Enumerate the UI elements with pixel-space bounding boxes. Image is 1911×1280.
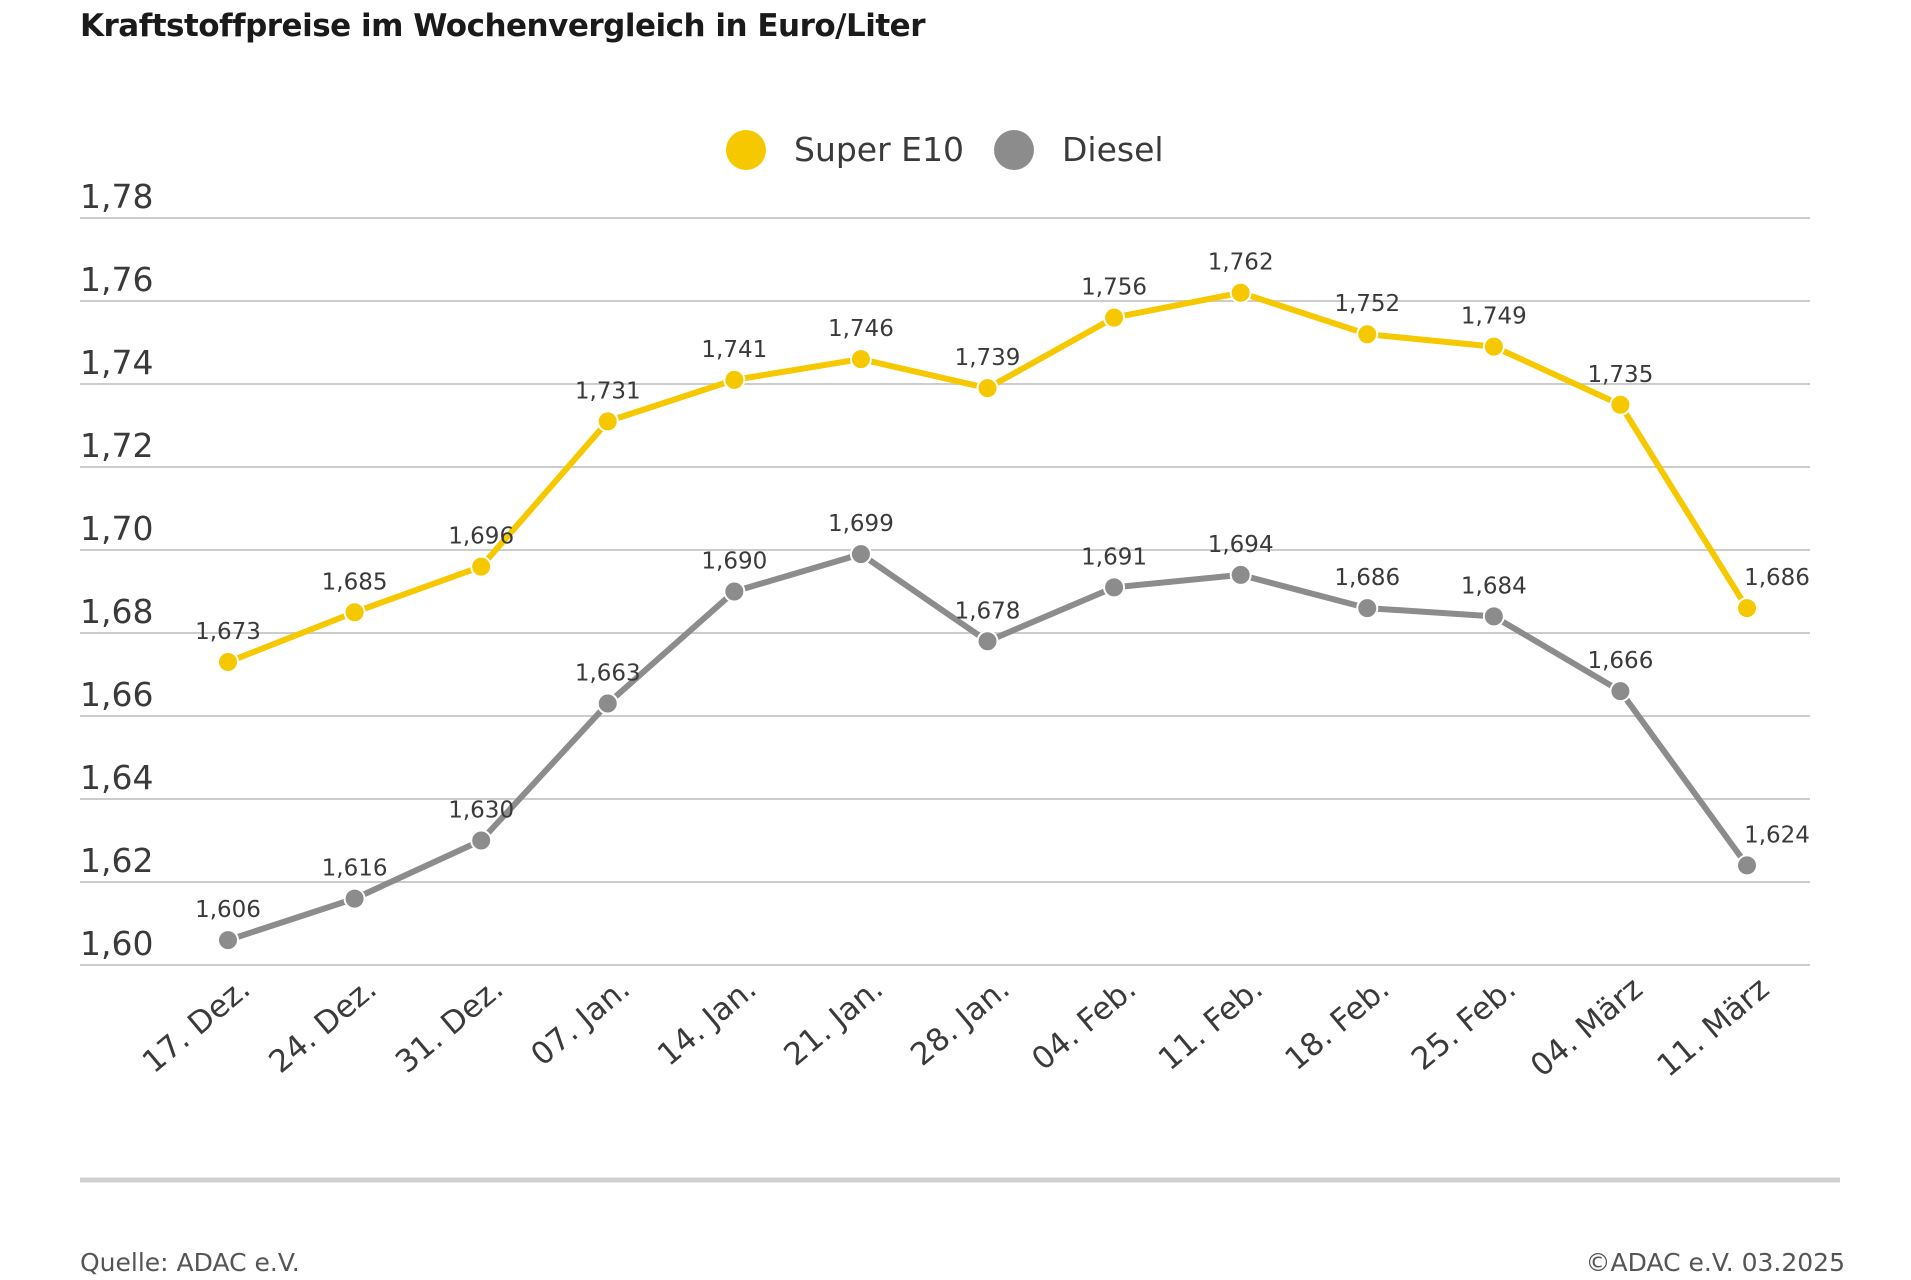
legend-marker-diesel — [994, 130, 1034, 170]
data-point — [849, 348, 872, 371]
data-label: 1,624 — [1744, 822, 1810, 848]
data-point — [470, 555, 493, 578]
y-tick-label: 1,66 — [80, 675, 153, 714]
x-tick-label: 04. März — [1524, 971, 1650, 1085]
data-label: 1,699 — [828, 511, 894, 537]
grid-lines — [80, 217, 1810, 966]
x-tick-label: 11. Feb. — [1152, 971, 1270, 1078]
y-tick-label: 1,60 — [80, 924, 153, 963]
data-label: 1,731 — [575, 378, 641, 404]
data-point — [1609, 393, 1632, 416]
data-label: 1,666 — [1587, 648, 1653, 674]
data-label: 1,684 — [1461, 573, 1527, 599]
data-point — [343, 887, 366, 910]
y-tick-label: 1,76 — [80, 260, 153, 299]
x-tick-label: 21. Jan. — [777, 971, 890, 1074]
data-label: 1,630 — [448, 798, 514, 824]
y-tick-label: 1,72 — [80, 426, 153, 465]
data-label: 1,696 — [448, 524, 514, 550]
data-point — [1229, 281, 1252, 304]
data-label: 1,741 — [701, 337, 767, 363]
x-tick-label: 04. Feb. — [1025, 971, 1143, 1078]
data-label: 1,752 — [1334, 291, 1400, 317]
series-diesel: 1,606 1,616 1,630 1,663 1,690 1,699 1,678 1,691… — [195, 511, 1810, 952]
y-tick-label: 1,68 — [80, 592, 153, 631]
data-point — [217, 651, 239, 674]
y-tick-label: 1,78 — [80, 177, 153, 216]
chart-title: Kraftstoffpreise im Wochenvergleich in E… — [80, 8, 926, 44]
copyright-note: ©ADAC e.V. 03.2025 — [1585, 1248, 1845, 1277]
x-tick-label: 17. Dez. — [136, 971, 257, 1081]
data-label: 1,739 — [955, 345, 1021, 371]
data-point — [217, 929, 239, 952]
data-label: 1,735 — [1587, 362, 1653, 388]
data-point — [1609, 680, 1632, 703]
data-label: 1,691 — [1081, 544, 1147, 570]
data-point — [596, 692, 619, 715]
data-label: 1,756 — [1081, 275, 1147, 301]
source-note: Quelle: ADAC e.V. — [80, 1248, 300, 1277]
x-tick-label: 25. Feb. — [1405, 971, 1523, 1078]
data-label: 1,663 — [575, 661, 641, 687]
x-tick-label: 28. Jan. — [904, 971, 1017, 1074]
data-point — [596, 410, 619, 433]
data-point — [1482, 335, 1505, 358]
data-label: 1,685 — [322, 569, 388, 595]
x-tick-label: 11. März — [1650, 971, 1776, 1085]
x-axis-ticks: 17. Dez. 24. Dez. 31. Dez. 07. Jan. 14. Jan.… — [136, 971, 1776, 1085]
data-point — [1229, 563, 1252, 586]
legend: Super E10 Diesel — [726, 130, 1164, 170]
data-point — [723, 368, 746, 391]
x-tick-label: 24. Dez. — [262, 971, 383, 1081]
data-label: 1,606 — [195, 897, 261, 923]
y-axis-ticks: 1,60 1,62 1,64 1,66 1,68 1,70 1,72 1,74 1,76 1,78 — [80, 177, 153, 963]
series-super-e10: 1,673 1,685 1,696 1,731 1,741 1,746 1,739 1,756… — [195, 250, 1810, 674]
data-label: 1,694 — [1208, 532, 1274, 558]
x-tick-label: 18. Feb. — [1278, 971, 1396, 1078]
data-label: 1,686 — [1334, 565, 1400, 591]
data-label: 1,746 — [828, 316, 894, 342]
data-point — [1356, 323, 1379, 346]
data-point — [849, 543, 872, 566]
data-point — [1103, 576, 1126, 599]
data-point — [343, 601, 366, 624]
data-point — [976, 377, 999, 400]
x-tick-label: 07. Jan. — [524, 971, 637, 1074]
data-label: 1,673 — [195, 619, 261, 645]
data-label: 1,690 — [701, 549, 767, 575]
y-tick-label: 1,62 — [80, 841, 153, 880]
legend-label-super-e10: Super E10 — [794, 130, 964, 169]
data-point — [976, 630, 999, 653]
y-tick-label: 1,74 — [80, 343, 153, 382]
y-tick-label: 1,64 — [80, 758, 153, 797]
data-point — [1736, 854, 1758, 877]
data-point — [1103, 306, 1126, 329]
series-layer: 1,673 1,685 1,696 1,731 1,741 1,746 1,739 1,756… — [195, 250, 1810, 952]
legend-label-diesel: Diesel — [1062, 130, 1164, 169]
data-point — [723, 580, 746, 603]
data-label: 1,762 — [1208, 250, 1274, 276]
data-label: 1,686 — [1744, 565, 1810, 591]
y-tick-label: 1,70 — [80, 509, 153, 548]
x-tick-label: 14. Jan. — [651, 971, 764, 1074]
data-label: 1,678 — [955, 598, 1021, 624]
data-label: 1,616 — [322, 856, 388, 882]
data-point — [1482, 605, 1505, 628]
legend-marker-super-e10 — [726, 130, 766, 170]
data-point — [1356, 597, 1379, 620]
data-point — [470, 829, 493, 852]
x-tick-label: 31. Dez. — [389, 971, 510, 1081]
data-point — [1736, 597, 1758, 620]
data-label: 1,749 — [1461, 304, 1527, 330]
